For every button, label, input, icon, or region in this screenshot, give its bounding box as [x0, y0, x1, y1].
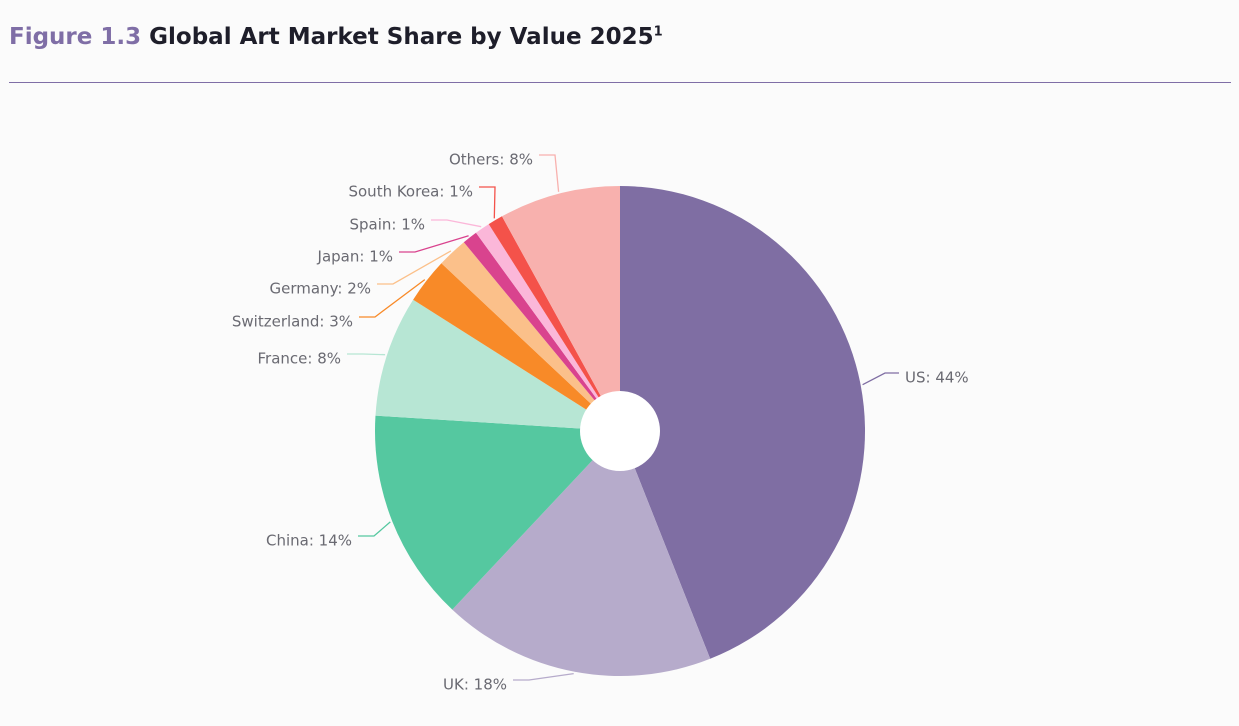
slice-france — [375, 299, 620, 431]
slice-others — [501, 186, 620, 431]
leader-line-spain — [431, 219, 482, 228]
label-spain: Spain: 1% — [349, 216, 425, 234]
label-germany: Germany: 2% — [270, 280, 371, 298]
slice-spain — [475, 224, 620, 431]
figure-header: Figure 1.3 Global Art Market Share by Va… — [9, 22, 1231, 83]
label-china: China: 14% — [266, 532, 352, 550]
slice-switzerland — [413, 263, 620, 431]
slice-germany — [441, 242, 620, 431]
pie-center-hole — [580, 391, 660, 471]
leader-line-south-korea — [479, 186, 496, 219]
figure-number: Figure 1.3 — [9, 24, 142, 50]
footnote-marker: 1 — [653, 24, 663, 40]
label-south-korea: South Korea: 1% — [348, 183, 473, 201]
leader-line-others — [539, 154, 560, 192]
slice-uk — [452, 431, 711, 677]
leader-line-switzerland — [359, 279, 426, 318]
leader-line-us — [862, 372, 899, 386]
leader-line-uk — [513, 672, 574, 681]
leader-line-france — [347, 353, 386, 356]
label-japan: Japan: 1% — [317, 248, 393, 266]
leader-line-china — [358, 521, 391, 537]
pie-slices — [374, 185, 866, 677]
leader-line-japan — [399, 235, 469, 253]
slice-labels: US: 44% UK: 18% China: 14% France: 8% Switze… — [232, 151, 969, 694]
slice-japan — [463, 232, 620, 431]
label-uk: UK: 18% — [443, 676, 507, 694]
label-switzerland: Switzerland: 3% — [232, 313, 353, 331]
label-us: US: 44% — [905, 369, 969, 387]
leader-line-germany — [377, 250, 452, 285]
slice-south-korea — [488, 216, 620, 431]
slice-china — [374, 415, 620, 610]
label-others: Others: 8% — [449, 151, 533, 169]
figure-title: Figure 1.3 Global Art Market Share by Va… — [9, 22, 1231, 52]
label-france: France: 8% — [258, 350, 342, 368]
chart-title: Global Art Market Share by Value 2025 — [149, 24, 654, 50]
slice-us — [620, 185, 866, 659]
